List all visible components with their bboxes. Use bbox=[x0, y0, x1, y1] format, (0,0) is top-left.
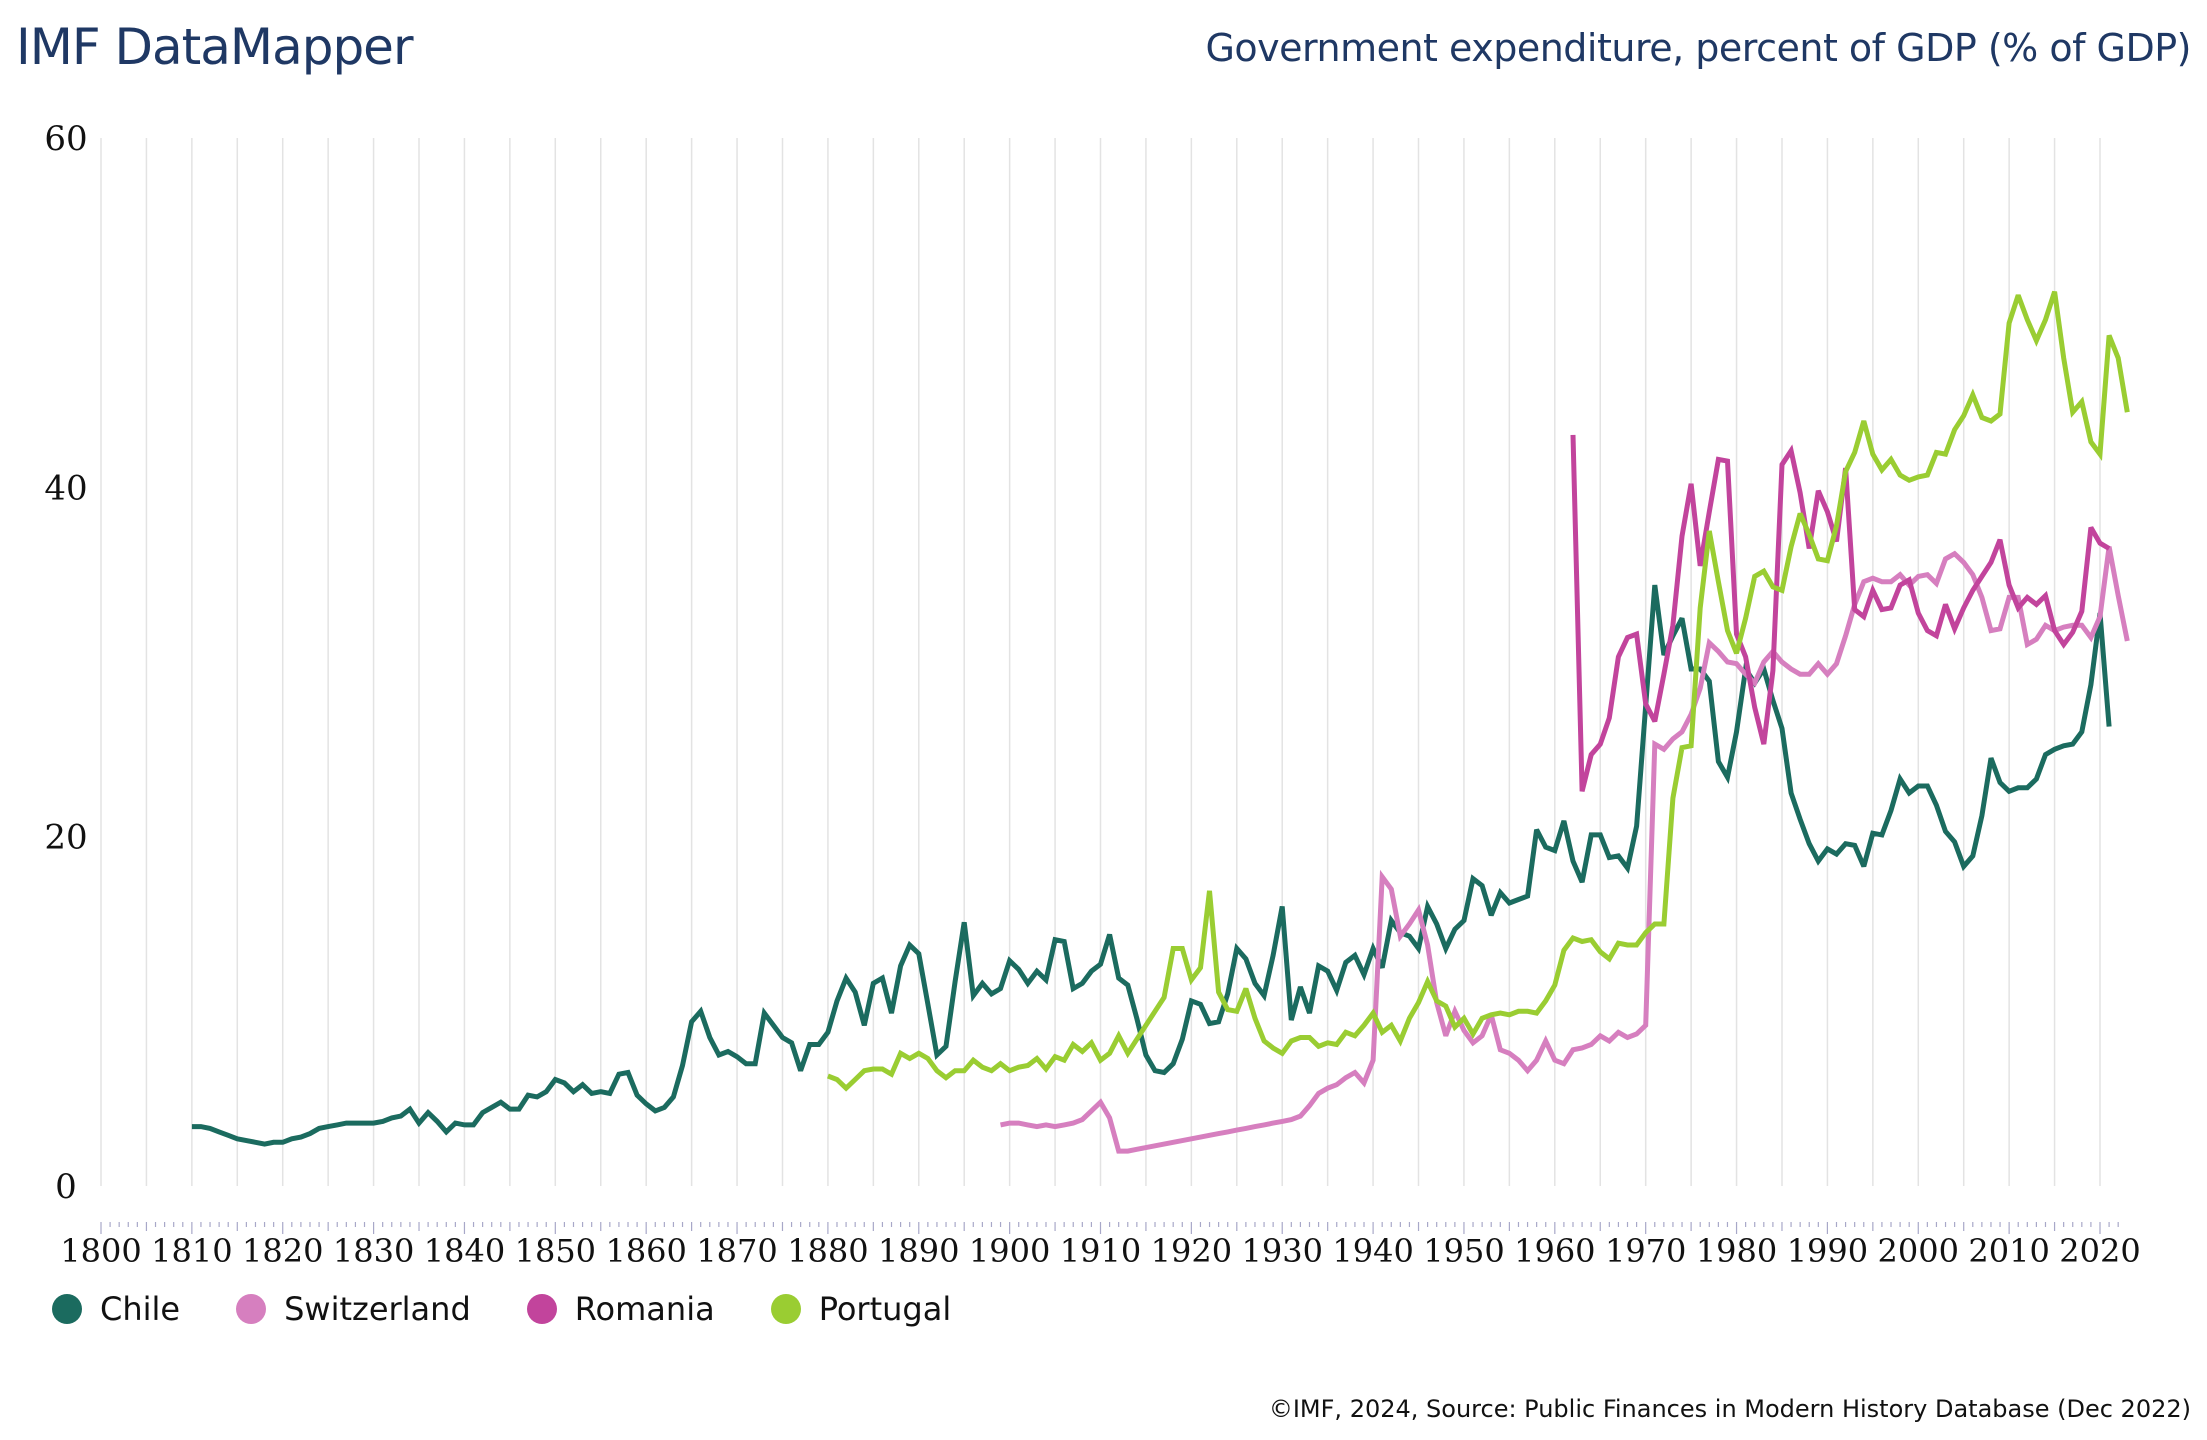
x-tick-label: 1970 bbox=[1605, 1232, 1686, 1270]
x-tick-label: 1890 bbox=[878, 1232, 959, 1270]
legend-item-portugal[interactable]: Portugal bbox=[770, 1290, 952, 1328]
x-tick-label: 2020 bbox=[2059, 1232, 2140, 1270]
series-line-portugal[interactable] bbox=[827, 290, 2130, 1092]
x-tick-label: 1940 bbox=[1332, 1232, 1413, 1270]
x-tick-label: 2010 bbox=[1968, 1232, 2049, 1270]
chart-title: Government expenditure, percent of GDP (… bbox=[1205, 26, 2191, 70]
legend-item-chile[interactable]: Chile bbox=[52, 1290, 180, 1328]
x-tick-label: 1830 bbox=[333, 1232, 414, 1270]
legend-label: Chile bbox=[100, 1290, 181, 1328]
x-tick-label: 1930 bbox=[1242, 1232, 1323, 1270]
x-tick-label: 1850 bbox=[515, 1232, 596, 1270]
y-tick-label: 0 bbox=[55, 1167, 77, 1207]
x-tick-label: 1820 bbox=[242, 1232, 323, 1270]
x-tick-label: 1960 bbox=[1514, 1232, 1595, 1270]
x-tick-label: 1880 bbox=[787, 1232, 868, 1270]
x-tick-label: 1800 bbox=[60, 1232, 141, 1270]
x-tick-label: 1870 bbox=[696, 1232, 777, 1270]
x-tick-label: 1990 bbox=[1787, 1232, 1868, 1270]
x-tick-label: 1900 bbox=[969, 1232, 1050, 1270]
x-tick-label: 1860 bbox=[605, 1232, 686, 1270]
x-axis: 1800 1810 1820 1830 1840 1850 1860 1870 1880 1890… bbox=[60, 1222, 2141, 1270]
series-line-chile[interactable] bbox=[191, 584, 2112, 1147]
legend-label: Portugal bbox=[818, 1290, 952, 1328]
x-tick-label: 1920 bbox=[1151, 1232, 1232, 1270]
brand-logo-text: IMF DataMapper bbox=[16, 18, 413, 76]
x-tick-label: 1840 bbox=[424, 1232, 505, 1270]
legend-swatch-icon bbox=[236, 1294, 267, 1324]
legend-swatch-icon bbox=[52, 1294, 82, 1324]
x-tick-label: 1950 bbox=[1423, 1232, 1504, 1270]
grid-lines bbox=[100, 138, 2101, 1186]
y-tick-label: 60 bbox=[44, 119, 87, 159]
legend-label: Romania bbox=[574, 1290, 715, 1328]
x-tick-label: 1810 bbox=[151, 1232, 232, 1270]
x-tick-label: 1980 bbox=[1696, 1232, 1777, 1270]
x-tick-label: 1910 bbox=[1060, 1232, 1141, 1270]
y-tick-label: 40 bbox=[44, 468, 87, 508]
line-chart: 0 20 40 60 1800 1810 1820 1830 1840 1850 1860 1870… bbox=[44, 119, 2141, 1270]
series-lines bbox=[191, 290, 2130, 1154]
source-note: ©IMF, 2024, Source: Public Finances in M… bbox=[1268, 1395, 2191, 1423]
legend-item-switzerland[interactable]: Switzerland bbox=[236, 1290, 471, 1328]
legend-swatch-icon bbox=[770, 1294, 801, 1324]
legend-label: Switzerland bbox=[284, 1290, 471, 1328]
y-tick-label: 20 bbox=[44, 818, 87, 858]
legend-swatch-icon bbox=[526, 1294, 557, 1324]
legend: Chile Switzerland Romania Portugal bbox=[52, 1290, 1007, 1328]
x-tick-label: 2000 bbox=[1878, 1232, 1959, 1270]
series-line-switzerland[interactable] bbox=[1000, 546, 2130, 1154]
y-axis: 0 20 40 60 bbox=[44, 119, 87, 1207]
legend-item-romania[interactable]: Romania bbox=[526, 1290, 715, 1328]
